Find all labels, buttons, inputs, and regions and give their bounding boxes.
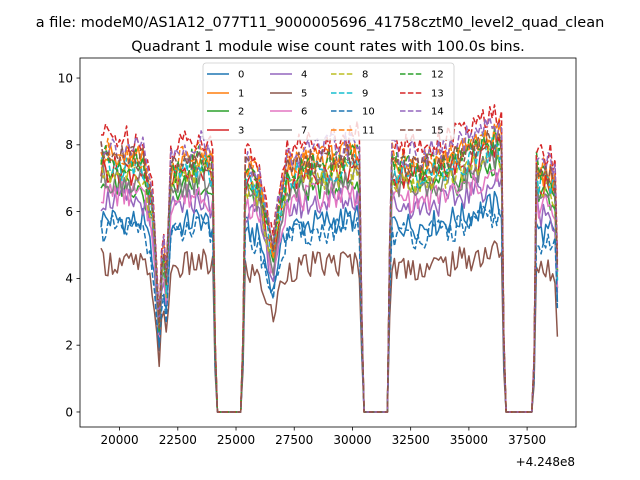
x-tick-label: 35000: [450, 433, 488, 447]
legend-label-6: 6: [301, 107, 307, 118]
legend-label-4: 4: [301, 70, 307, 81]
x-tick-label: 27500: [275, 433, 313, 447]
legend-label-11: 11: [362, 126, 375, 137]
series-line-6: [100, 168, 559, 413]
chart-title: Quadrant 1 module wise count rates with …: [131, 39, 525, 55]
y-tick-label: 0: [65, 405, 73, 419]
legend-label-9: 9: [362, 89, 368, 100]
legend-label-10: 10: [362, 107, 375, 118]
y-tick-label: 2: [65, 338, 73, 352]
x-tick-label: 25000: [217, 433, 255, 447]
y-tick-label: 4: [65, 272, 73, 286]
series-line-8: [100, 142, 559, 413]
x-tick-label: 22500: [159, 433, 197, 447]
series-line-10: [100, 205, 559, 413]
legend-label-8: 8: [362, 70, 368, 81]
x-tick-label: 20000: [100, 433, 138, 447]
legend-label-14: 14: [431, 107, 444, 118]
series-line-7: [100, 146, 559, 413]
legend-label-13: 13: [431, 89, 444, 100]
axes-layer: 20000 22500 25000 27500 30000 32500 35000 37500…: [58, 57, 577, 447]
legend-label-3: 3: [238, 126, 244, 137]
y-tick-label: 6: [65, 205, 73, 219]
series-line-15: [100, 130, 559, 413]
legend-label-15: 15: [431, 126, 444, 137]
figure-suptitle: a file: modeM0/AS1A12_077T11_9000005696_…: [36, 15, 605, 31]
legend-label-0: 0: [238, 70, 244, 81]
series-line-9: [100, 137, 559, 413]
legend-box: [202, 62, 455, 141]
legend-label-7: 7: [301, 126, 307, 137]
legend-label-5: 5: [301, 89, 307, 100]
y-tick-label: 8: [65, 138, 73, 152]
series-line-5: [100, 240, 559, 413]
x-axis-offset-label: +4.248e8: [516, 455, 575, 469]
x-tick-label: 30000: [333, 433, 371, 447]
plot-frame: [79, 57, 577, 428]
legend-label-1: 1: [238, 89, 244, 100]
series-layer: [100, 104, 559, 413]
y-tick-label: 10: [58, 71, 73, 85]
legend-label-12: 12: [431, 70, 444, 81]
series-line-14: [100, 116, 559, 413]
x-tick-label: 32500: [392, 433, 430, 447]
legend-label-2: 2: [238, 107, 244, 118]
x-tick-label: 37500: [508, 433, 546, 447]
